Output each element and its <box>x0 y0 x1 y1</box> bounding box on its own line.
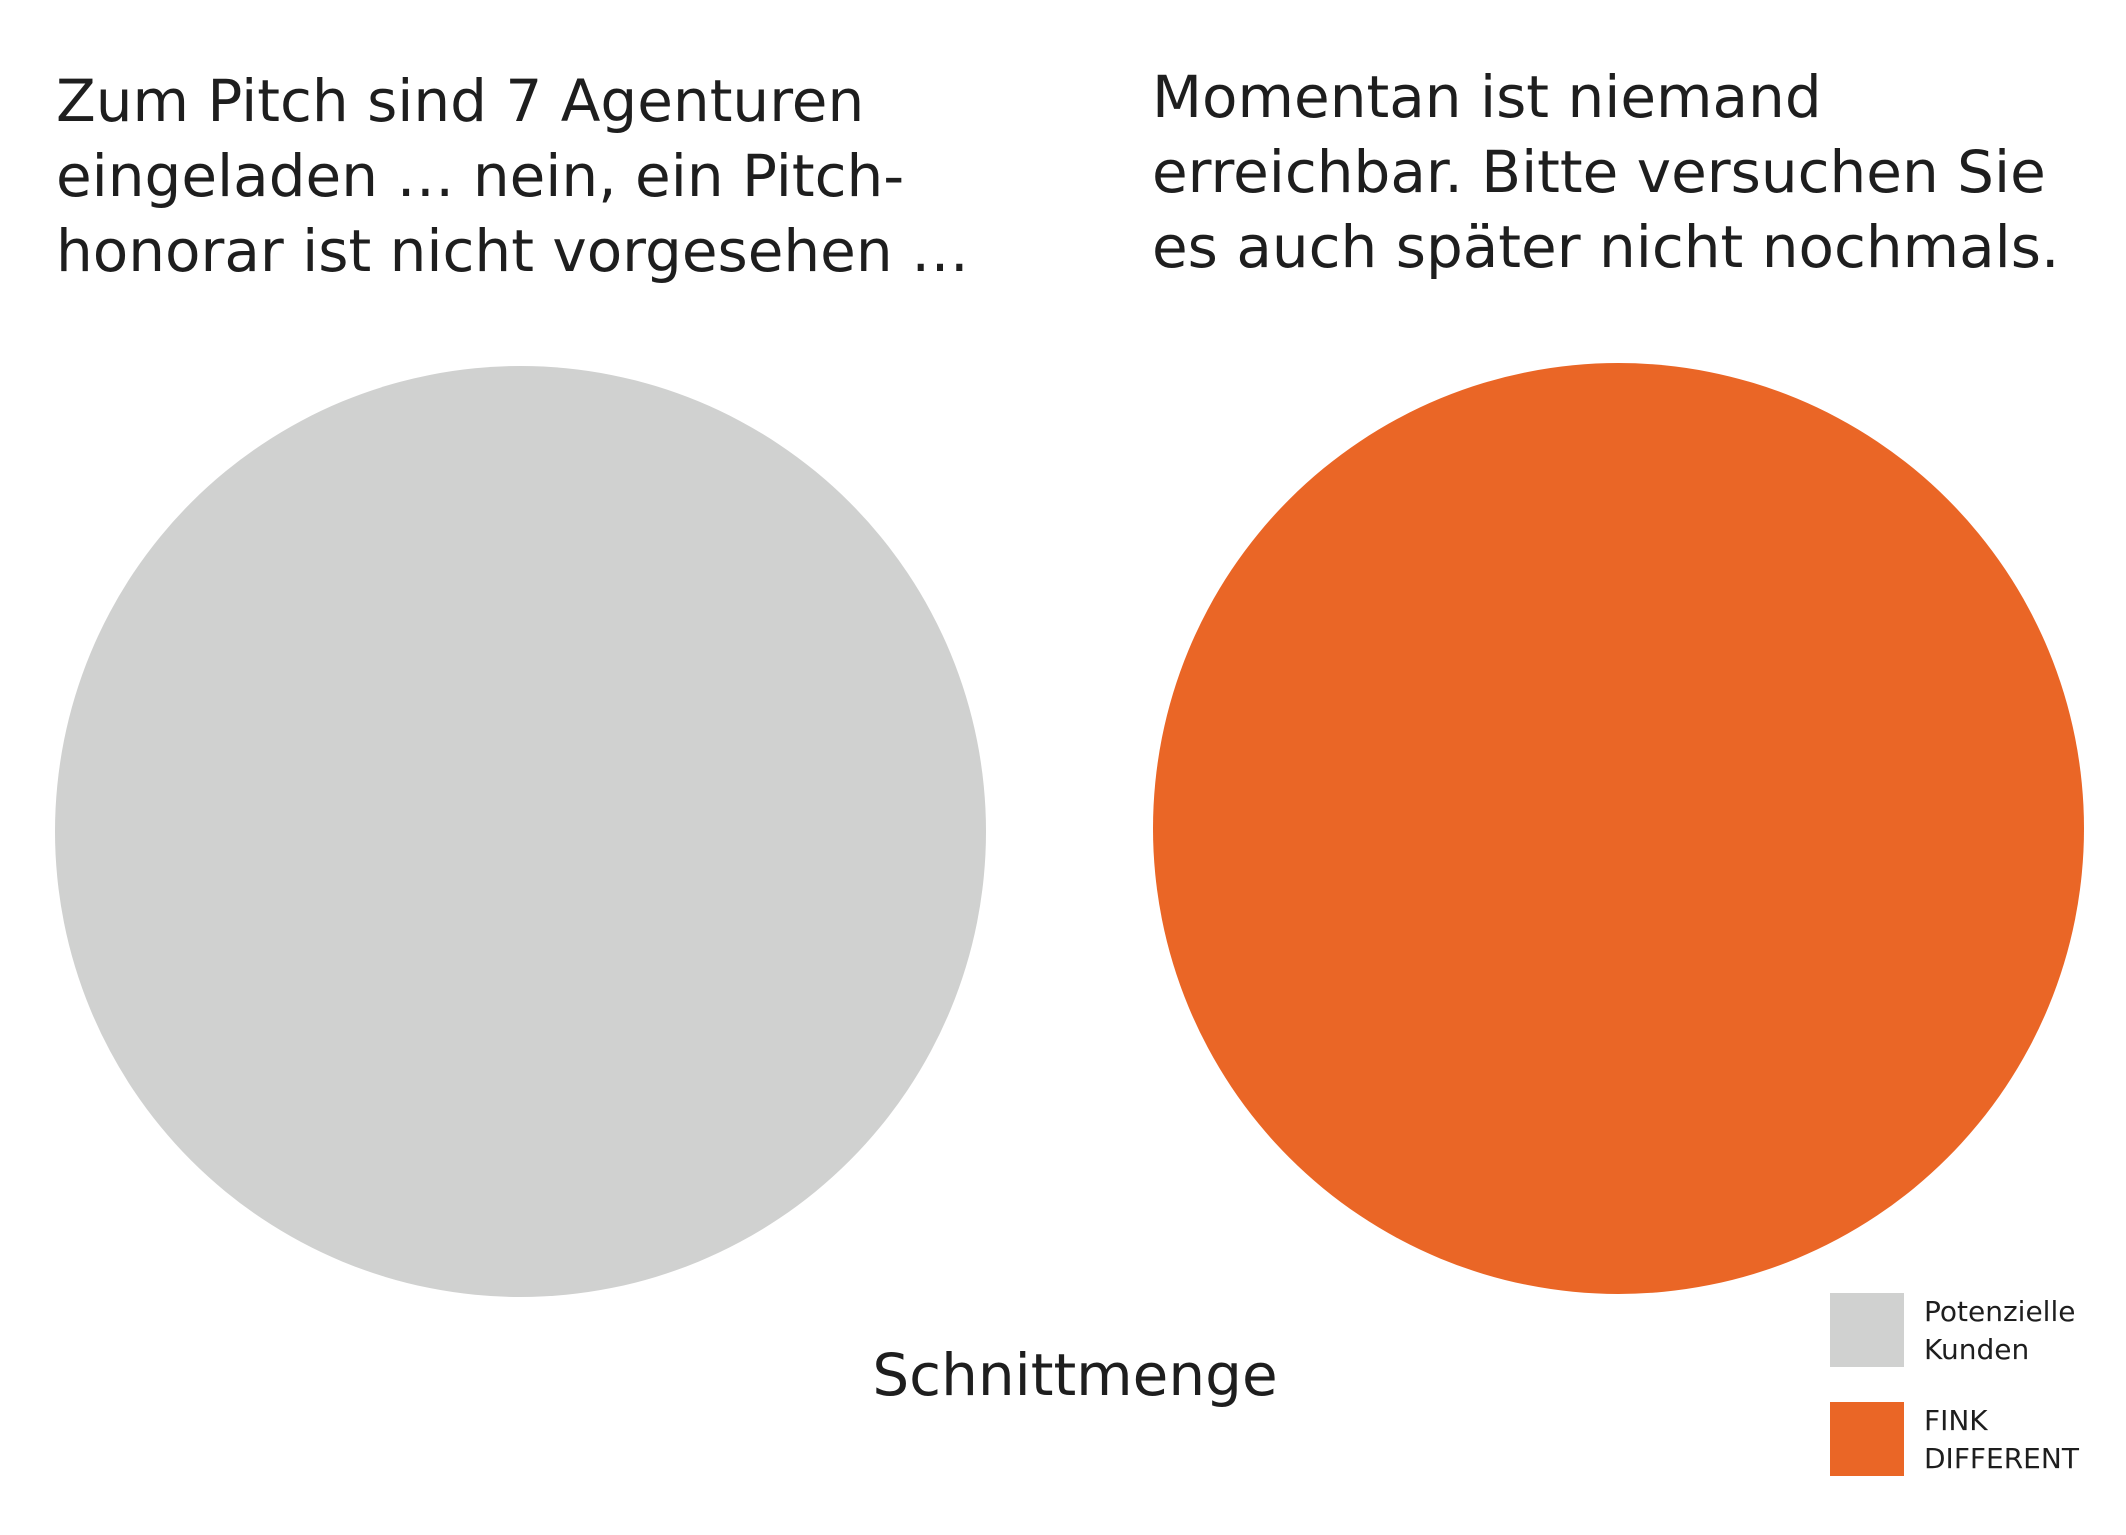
legend-swatch-orange <box>1830 1402 1904 1476</box>
quote-left: Zum Pitch sind 7 Agenturen eingeladen … … <box>56 67 970 285</box>
intersection-label: Schnittmenge <box>872 1341 1278 1409</box>
legend-swatch-gray <box>1830 1293 1904 1367</box>
legend-label: Potenzielle Kunden <box>1924 1295 2076 1366</box>
legend-label: FINK DIFFERENT <box>1924 1404 2079 1475</box>
quote-right: Momentan ist niemand erreichbar. Bitte v… <box>1152 63 2060 281</box>
legend-item-fink-different: FINK DIFFERENT <box>1830 1402 2124 1478</box>
circle-potential-customers <box>55 366 986 1297</box>
legend-item-potential-customers: Potenzielle Kunden <box>1830 1293 2124 1369</box>
circle-fink-different <box>1153 363 2084 1294</box>
